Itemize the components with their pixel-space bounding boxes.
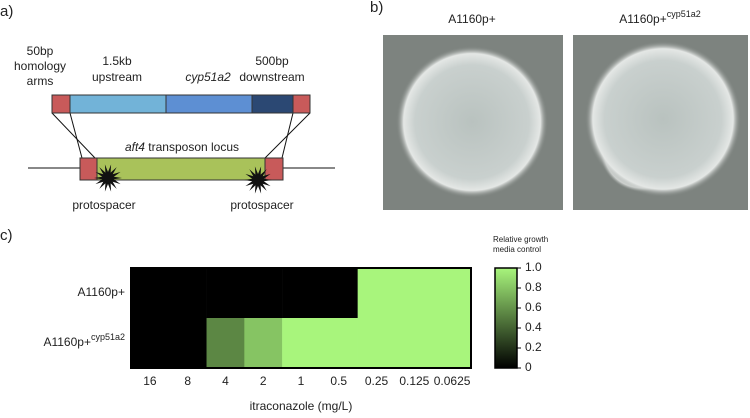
colorbar — [494, 267, 518, 369]
colony — [396, 46, 548, 198]
heat-cell — [168, 318, 207, 369]
heat-cell — [433, 268, 472, 319]
colorbar-tick-label: 0.2 — [525, 340, 542, 354]
heat-cell — [357, 268, 396, 319]
label: upstream — [92, 70, 142, 84]
x-tick-label: 16 — [143, 374, 157, 388]
label: 50bp — [27, 44, 54, 58]
colorbar-tick-label: 0.4 — [525, 320, 542, 334]
label: arms — [27, 74, 54, 88]
x-axis-label: itraconazole (mg/L) — [250, 399, 353, 413]
title-part: cyp51a2 — [667, 9, 701, 19]
y-tick-label: A1160p+cyp51a2 — [43, 332, 125, 349]
cut-site — [244, 166, 272, 194]
upstream-region — [69, 94, 167, 114]
x-tick-label: 1 — [298, 374, 305, 388]
heat-cell — [395, 318, 434, 369]
label-part: A1160p+ — [43, 335, 91, 349]
x-tick-label: 0.125 — [399, 374, 429, 388]
label: 500bp — [255, 54, 289, 68]
heatmap-border — [130, 267, 472, 369]
heat-cell — [206, 318, 245, 369]
heat-cell — [357, 318, 396, 369]
heat-cell — [244, 268, 283, 319]
label-part: aft4 — [125, 140, 145, 154]
downstream-region — [251, 94, 294, 114]
x-tick-label: 2 — [260, 374, 267, 388]
heat-cell — [131, 318, 170, 369]
heat-cell — [131, 268, 170, 319]
colorbar-tick-label: 1.0 — [525, 260, 542, 274]
x-tick-label: 0.25 — [365, 374, 389, 388]
label: protospacer — [230, 198, 293, 212]
x-tick-label: 8 — [184, 374, 191, 388]
label: 1.5kb — [102, 54, 132, 68]
crossover — [51, 112, 96, 159]
colorbar-title: Relative growth — [493, 235, 548, 244]
colorbar-tick-label: 0.6 — [525, 300, 542, 314]
panel-label: a) — [0, 3, 13, 20]
heat-cell — [433, 318, 472, 369]
heat-cell — [319, 318, 358, 369]
label: downstream — [239, 70, 304, 84]
x-tick-label: 4 — [222, 374, 229, 388]
x-tick-label: 0.5 — [330, 374, 347, 388]
heat-cell — [282, 318, 321, 369]
heat-cell — [168, 268, 207, 319]
label: aft4 transposon locus — [125, 140, 239, 154]
title-part: A1160p+ — [448, 12, 496, 26]
crossover — [264, 112, 311, 159]
crossover — [69, 112, 83, 159]
colorbar-tick-label: 0 — [525, 360, 532, 374]
cut-site — [94, 164, 122, 192]
heat-cell — [395, 268, 434, 319]
colorbar-title: media control — [493, 245, 541, 254]
label-part: cyp51a2 — [91, 332, 125, 342]
x-tick-label: 0.0625 — [434, 374, 471, 388]
colorbar-tick-label: 0.8 — [525, 280, 542, 294]
colony — [585, 41, 741, 197]
label-part: A1160p+ — [78, 285, 126, 299]
label: cyp51a2 — [185, 70, 231, 84]
heat-cell — [206, 268, 245, 319]
homology-arm — [264, 157, 284, 181]
homology-arm — [51, 94, 71, 114]
gene-region — [165, 94, 253, 114]
panel-label: b) — [370, 0, 383, 16]
label-part: transposon locus — [145, 140, 239, 154]
heat-cell — [244, 318, 283, 369]
label: homology — [14, 59, 66, 73]
heat-cell — [282, 268, 321, 319]
photo-title: A1160p+cyp51a2 — [619, 9, 701, 26]
label: protospacer — [72, 198, 135, 212]
homology-arm — [79, 157, 98, 181]
heat-cell — [319, 268, 358, 319]
y-tick-label: A1160p+ — [78, 285, 126, 299]
homology-arm — [292, 94, 311, 114]
photo-panel: A1160p+ A1160p+cyp51a2 — [383, 9, 748, 210]
panel-label: c) — [0, 227, 13, 244]
construct-diagram: 50bp homology arms 1.5kb upstream cyp51a… — [14, 44, 335, 212]
title-part: A1160p+ — [619, 12, 667, 26]
photo-title: A1160p+ — [448, 12, 496, 26]
